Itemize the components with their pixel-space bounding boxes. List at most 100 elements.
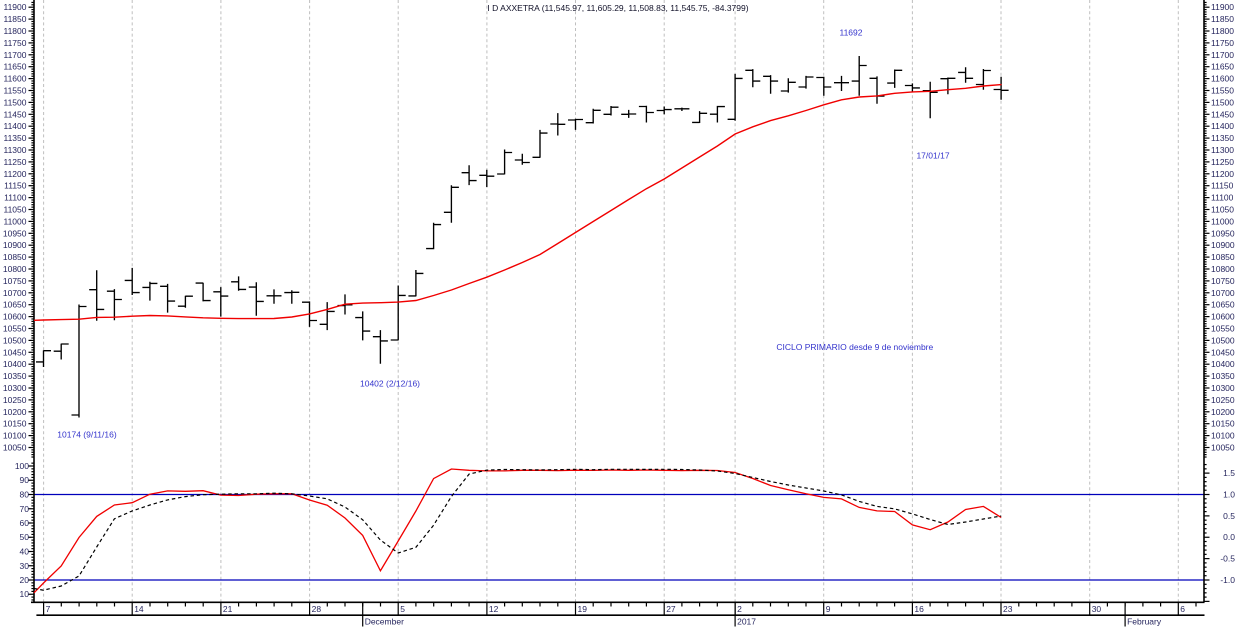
svg-text:2: 2 [737,604,742,614]
svg-text:60: 60 [20,518,30,528]
svg-text:February: February [1127,617,1162,627]
svg-text:19: 19 [578,604,588,614]
svg-text:10400: 10400 [1211,359,1235,369]
svg-text:11150: 11150 [4,181,27,191]
svg-text:11450: 11450 [1211,109,1234,119]
svg-text:10700: 10700 [3,288,27,298]
svg-text:10950: 10950 [1211,228,1235,238]
svg-text:11200: 11200 [1211,169,1234,179]
svg-text:10750: 10750 [1211,276,1235,286]
svg-text:2017: 2017 [737,617,756,627]
svg-text:10550: 10550 [1211,324,1235,334]
svg-text:11100: 11100 [4,193,27,203]
svg-text:11400: 11400 [3,121,26,131]
svg-text:10350: 10350 [3,371,27,381]
svg-text:10600: 10600 [1211,312,1235,322]
svg-text:11550: 11550 [3,86,26,96]
svg-text:28: 28 [312,604,322,614]
svg-text:10550: 10550 [3,324,27,334]
svg-text:17/01/17: 17/01/17 [916,151,949,161]
svg-text:40: 40 [20,547,30,557]
svg-text:11450: 11450 [3,109,26,119]
svg-text:10100: 10100 [1211,431,1235,441]
svg-text:9: 9 [826,604,831,614]
svg-text:11800: 11800 [3,26,26,36]
svg-text:10750: 10750 [3,276,27,286]
svg-text:10250: 10250 [1211,395,1235,405]
svg-text:-1.0: -1.0 [1220,575,1235,585]
svg-text:10800: 10800 [3,264,27,274]
svg-text:10200: 10200 [3,407,27,417]
svg-text:12: 12 [489,604,499,614]
svg-text:0.5: 0.5 [1223,511,1235,521]
svg-text:11550: 11550 [1211,86,1234,96]
svg-text:11000: 11000 [1211,216,1234,226]
svg-text:30: 30 [1092,604,1102,614]
svg-text:11600: 11600 [3,74,26,84]
svg-text:10450: 10450 [3,347,27,357]
svg-text:27: 27 [666,604,676,614]
svg-text:11200: 11200 [3,169,26,179]
svg-text:1.0: 1.0 [1223,490,1235,500]
svg-text:5: 5 [400,604,405,614]
svg-text:100: 100 [15,461,29,471]
svg-text:14: 14 [134,604,144,614]
svg-text:11600: 11600 [1211,74,1234,84]
svg-text:11250: 11250 [1211,157,1234,167]
svg-text:10: 10 [20,589,30,599]
svg-text:10800: 10800 [1211,264,1235,274]
svg-text:10850: 10850 [1211,252,1235,262]
svg-text:30: 30 [20,561,30,571]
svg-text:11700: 11700 [3,50,26,60]
svg-text:11300: 11300 [3,145,26,155]
svg-text:10300: 10300 [3,383,27,393]
svg-text:10900: 10900 [1211,240,1235,250]
svg-text:10650: 10650 [1211,300,1235,310]
svg-text:10500: 10500 [1211,335,1235,345]
svg-text:10402 (2/12/16): 10402 (2/12/16) [360,379,420,389]
svg-text:11900: 11900 [3,2,26,12]
svg-text:11000: 11000 [3,216,26,226]
svg-text:10850: 10850 [3,252,27,262]
svg-text:December: December [365,617,404,627]
svg-text:80: 80 [20,490,30,500]
svg-text:70: 70 [20,504,30,514]
svg-text:10900: 10900 [3,240,27,250]
svg-text:10350: 10350 [1211,371,1235,381]
svg-text:11400: 11400 [1211,121,1234,131]
svg-text:21: 21 [223,604,233,614]
svg-text:11650: 11650 [3,62,26,72]
svg-text:23: 23 [1003,604,1013,614]
svg-text:10950: 10950 [3,228,27,238]
svg-text:10600: 10600 [3,312,27,322]
svg-text:90: 90 [20,475,30,485]
svg-text:11350: 11350 [3,133,26,143]
svg-text:10500: 10500 [3,335,27,345]
svg-text:I D AXXETRA (11,545.97, 11,605: I D AXXETRA (11,545.97, 11,605.29, 11,50… [487,3,748,13]
svg-text:CICLO PRIMARIO desde 9 de novi: CICLO PRIMARIO desde 9 de noviembre [776,342,933,352]
svg-text:11100: 11100 [1211,193,1234,203]
svg-text:11900: 11900 [1211,2,1234,12]
svg-text:10050: 10050 [1211,443,1235,453]
svg-text:16: 16 [914,604,924,614]
svg-text:11750: 11750 [3,38,26,48]
svg-text:10174 (9/11/16): 10174 (9/11/16) [57,430,117,440]
svg-text:11500: 11500 [1211,97,1234,107]
svg-text:10450: 10450 [1211,347,1235,357]
svg-text:11300: 11300 [1211,145,1234,155]
svg-text:1.5: 1.5 [1223,468,1235,478]
svg-text:10150: 10150 [1211,419,1235,429]
svg-text:50: 50 [20,532,30,542]
svg-text:20: 20 [20,575,30,585]
svg-text:-0.5: -0.5 [1220,554,1235,564]
svg-text:11650: 11650 [1211,62,1234,72]
svg-text:11850: 11850 [3,14,26,24]
svg-text:11700: 11700 [1211,50,1234,60]
svg-text:11250: 11250 [3,157,26,167]
svg-text:10700: 10700 [1211,288,1235,298]
svg-text:11750: 11750 [1211,38,1234,48]
svg-text:10250: 10250 [3,395,27,405]
svg-text:11692: 11692 [839,28,862,38]
svg-text:6: 6 [1180,604,1185,614]
svg-text:7: 7 [46,604,51,614]
